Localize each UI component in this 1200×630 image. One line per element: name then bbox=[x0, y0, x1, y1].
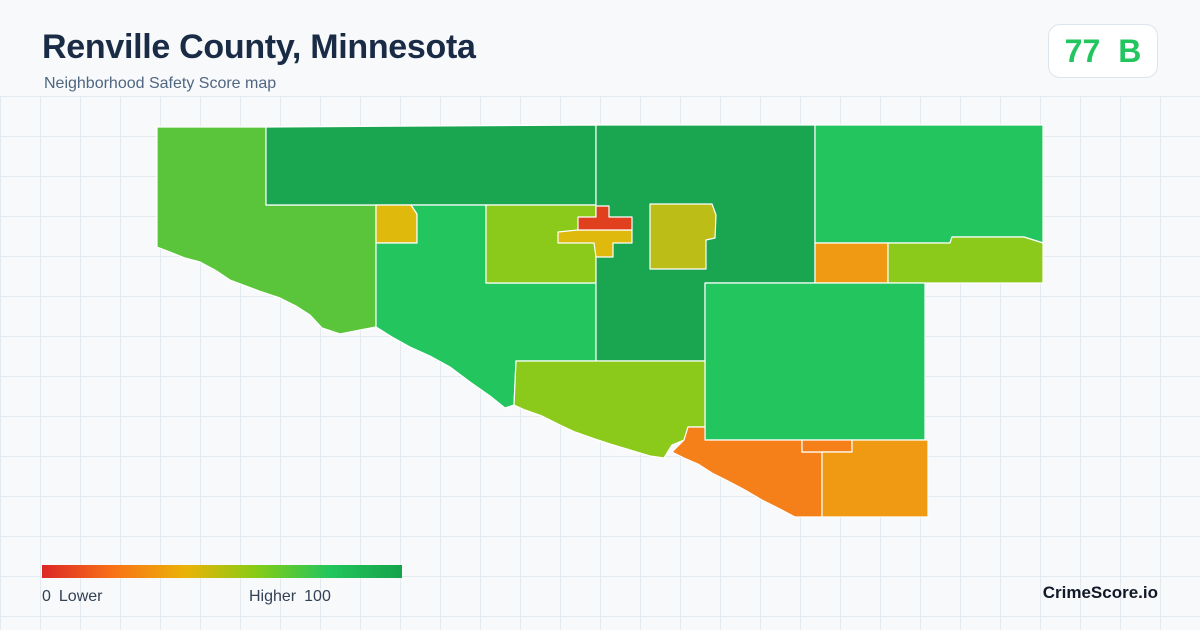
map-region-south-central-yg[interactable] bbox=[513, 360, 706, 459]
map-region-north-central[interactable] bbox=[265, 124, 597, 206]
page-subtitle: Neighborhood Safety Score map bbox=[44, 75, 277, 92]
score-value: 77 bbox=[1064, 32, 1101, 69]
map-region-red[interactable] bbox=[577, 205, 633, 231]
map-region-orange-south-east[interactable] bbox=[821, 439, 929, 518]
map-region-south-orange[interactable] bbox=[671, 426, 823, 518]
map-region-gold-west[interactable] bbox=[375, 204, 418, 244]
map-region-olive[interactable] bbox=[649, 203, 717, 270]
map-region-east-yg[interactable] bbox=[887, 236, 1044, 284]
brand-logo-text[interactable]: CrimeScore.io bbox=[1042, 583, 1158, 602]
score-grade: B bbox=[1118, 32, 1142, 69]
map-region-orange-east[interactable] bbox=[814, 242, 889, 284]
score-badge: 77 B bbox=[1048, 24, 1158, 78]
legend-min-value: 0 bbox=[42, 588, 51, 605]
map-region-north-east[interactable] bbox=[814, 124, 1044, 244]
legend-max-value: 100 bbox=[304, 588, 331, 605]
header bbox=[0, 0, 1200, 96]
legend-min-label: Lower bbox=[58, 588, 103, 605]
map-region-orange-strip[interactable] bbox=[801, 439, 853, 453]
legend-high: Higher 100 bbox=[249, 588, 331, 606]
legend-low: 0 Lower bbox=[42, 588, 102, 606]
legend-gradient-bar bbox=[42, 565, 402, 578]
map-region-south-east[interactable] bbox=[704, 282, 926, 441]
page-title: Renville County, Minnesota bbox=[42, 28, 476, 66]
legend-max-label: Higher bbox=[249, 588, 297, 605]
